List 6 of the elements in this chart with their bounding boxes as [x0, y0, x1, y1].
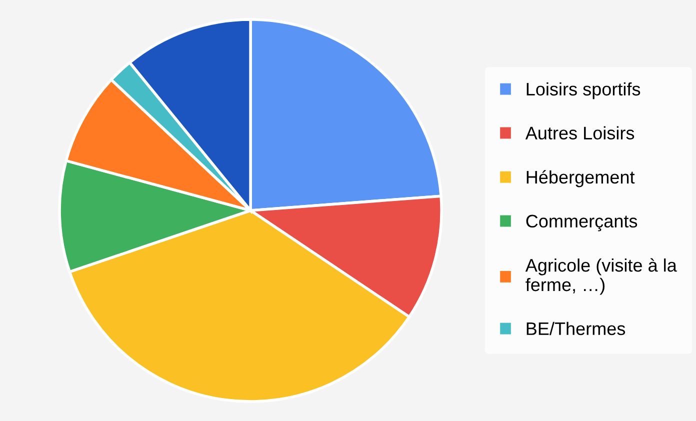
- legend-label: Agricole (visite à la ferme, …): [525, 258, 677, 295]
- legend-label: Hébergement: [526, 170, 635, 188]
- legend-label: Autres Loisirs: [525, 126, 634, 140]
- legend-label: Commerçants: [526, 214, 638, 232]
- legend-label: Loisirs sportifs: [526, 82, 640, 100]
- legend-label: BE/Thermes: [526, 322, 626, 336]
